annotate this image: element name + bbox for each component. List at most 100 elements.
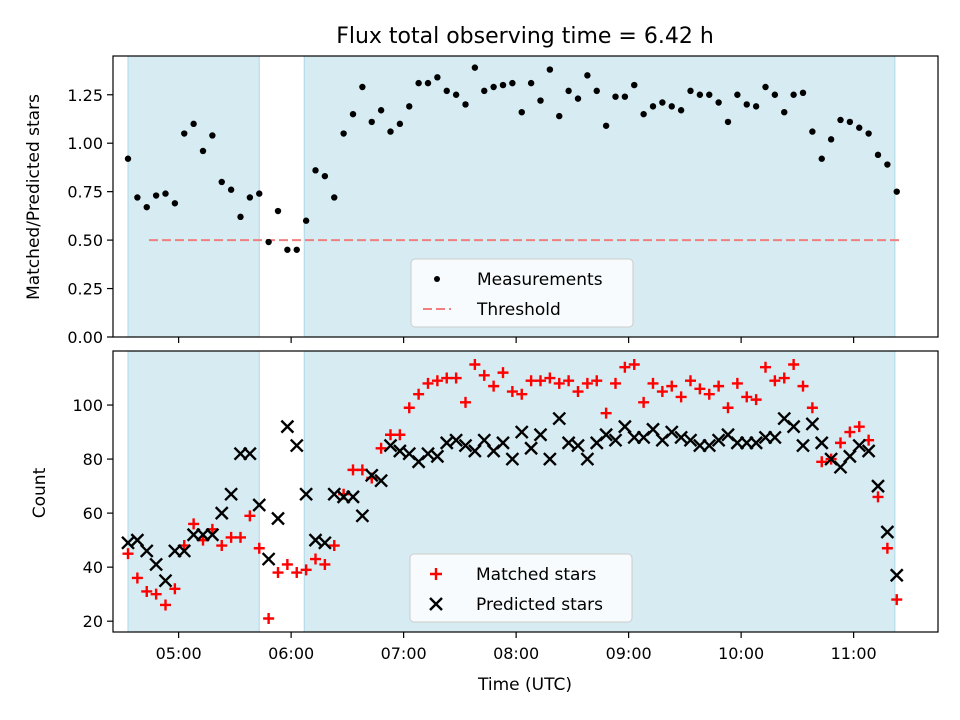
data-point <box>291 567 303 579</box>
y-tick-label: 0.00 <box>67 328 103 347</box>
data-point <box>706 91 713 98</box>
figure-title: Flux total observing time = 6.42 h <box>336 24 714 49</box>
data-point <box>387 128 394 135</box>
legend-label: Measurements <box>477 270 603 290</box>
data-point <box>818 155 825 162</box>
y-tick-label: 1.25 <box>67 86 103 105</box>
data-point <box>646 422 660 437</box>
data-point <box>640 110 647 118</box>
data-point <box>449 433 463 448</box>
data-point <box>375 442 387 454</box>
data-point <box>488 380 500 392</box>
data-point <box>799 89 807 97</box>
data-point <box>572 386 584 398</box>
bottom-ylabel: Count <box>30 467 50 518</box>
data-point <box>385 429 396 441</box>
data-point <box>458 438 473 453</box>
data-point <box>591 375 603 387</box>
bottom-panel: 20 40 60 80 100 05:00 06:00 07:00 08:00 09:00 10:0… <box>72 350 939 663</box>
top-ylabel: Matched/Predicted stars <box>24 94 44 300</box>
data-point <box>525 375 537 387</box>
data-point <box>713 380 725 392</box>
data-point <box>244 510 256 522</box>
x-axis-label: Time (UTC) <box>477 675 572 695</box>
data-point <box>674 430 688 445</box>
data-point <box>881 542 893 554</box>
data-point <box>837 116 844 124</box>
data-point <box>263 612 275 624</box>
data-point <box>302 217 310 224</box>
data-point <box>141 585 153 597</box>
data-point <box>319 558 331 570</box>
y-tick-label: 1.00 <box>67 134 103 153</box>
data-point <box>310 553 321 565</box>
y-tick-label: 0.50 <box>67 231 103 250</box>
data-point <box>396 120 404 128</box>
x-tick-label: 10:00 <box>718 644 764 663</box>
legend-marker <box>434 276 440 282</box>
data-point <box>544 372 556 384</box>
data-point <box>131 572 143 584</box>
data-point <box>696 91 704 98</box>
legend-box <box>409 553 633 623</box>
data-point <box>199 147 207 155</box>
data-point <box>891 594 903 606</box>
data-point <box>846 118 854 126</box>
data-point <box>741 391 753 403</box>
data-point <box>468 444 482 458</box>
y-tick-label: 20 <box>83 612 103 631</box>
data-point <box>149 557 163 572</box>
data-point <box>377 107 385 114</box>
data-point <box>299 487 313 502</box>
y-tick-label: 0.25 <box>67 280 103 299</box>
data-point <box>246 194 254 201</box>
top-panel: 0.00 0.25 0.50 0.75 1.00 1.25 Measurements Thre… <box>67 55 939 347</box>
data-point <box>553 377 565 389</box>
data-point <box>422 377 434 389</box>
data-point <box>666 380 678 392</box>
y-tick-label: 40 <box>83 558 103 577</box>
data-point <box>169 583 181 595</box>
data-point <box>702 438 717 453</box>
data-point <box>340 130 347 137</box>
data-point <box>535 375 546 387</box>
data-point <box>383 438 398 453</box>
y-tick-label: 100 <box>72 396 103 415</box>
data-point <box>593 87 600 95</box>
data-point <box>871 479 885 493</box>
data-point <box>872 491 884 503</box>
data-point <box>856 124 863 131</box>
data-point <box>827 136 835 143</box>
data-point <box>514 425 529 439</box>
data-point <box>638 396 650 408</box>
data-point <box>321 172 329 180</box>
data-point <box>749 436 763 450</box>
axes-frame <box>112 350 939 633</box>
data-point <box>359 83 366 91</box>
data-point <box>584 72 591 79</box>
data-point <box>683 433 698 448</box>
data-point <box>289 438 304 453</box>
data-point <box>364 468 379 483</box>
data-point <box>328 540 340 552</box>
data-point <box>434 74 441 81</box>
y-tick-label: 0.75 <box>67 183 103 202</box>
x-tick-label: 06:00 <box>268 644 314 663</box>
data-point <box>393 444 407 458</box>
data-point <box>214 506 229 520</box>
data-point <box>497 367 509 379</box>
x-tick-label: 08:00 <box>493 644 539 663</box>
data-point <box>546 66 554 73</box>
data-point <box>797 380 809 392</box>
data-point <box>874 151 882 159</box>
data-point <box>478 369 490 381</box>
data-point <box>694 383 706 395</box>
data-point <box>272 567 284 579</box>
data-point <box>235 531 246 543</box>
data-point <box>599 427 613 442</box>
data-point <box>649 103 657 110</box>
data-point <box>237 213 244 221</box>
data-point <box>884 161 891 168</box>
data-point <box>293 246 300 253</box>
legend-label: Threshold <box>476 300 561 320</box>
